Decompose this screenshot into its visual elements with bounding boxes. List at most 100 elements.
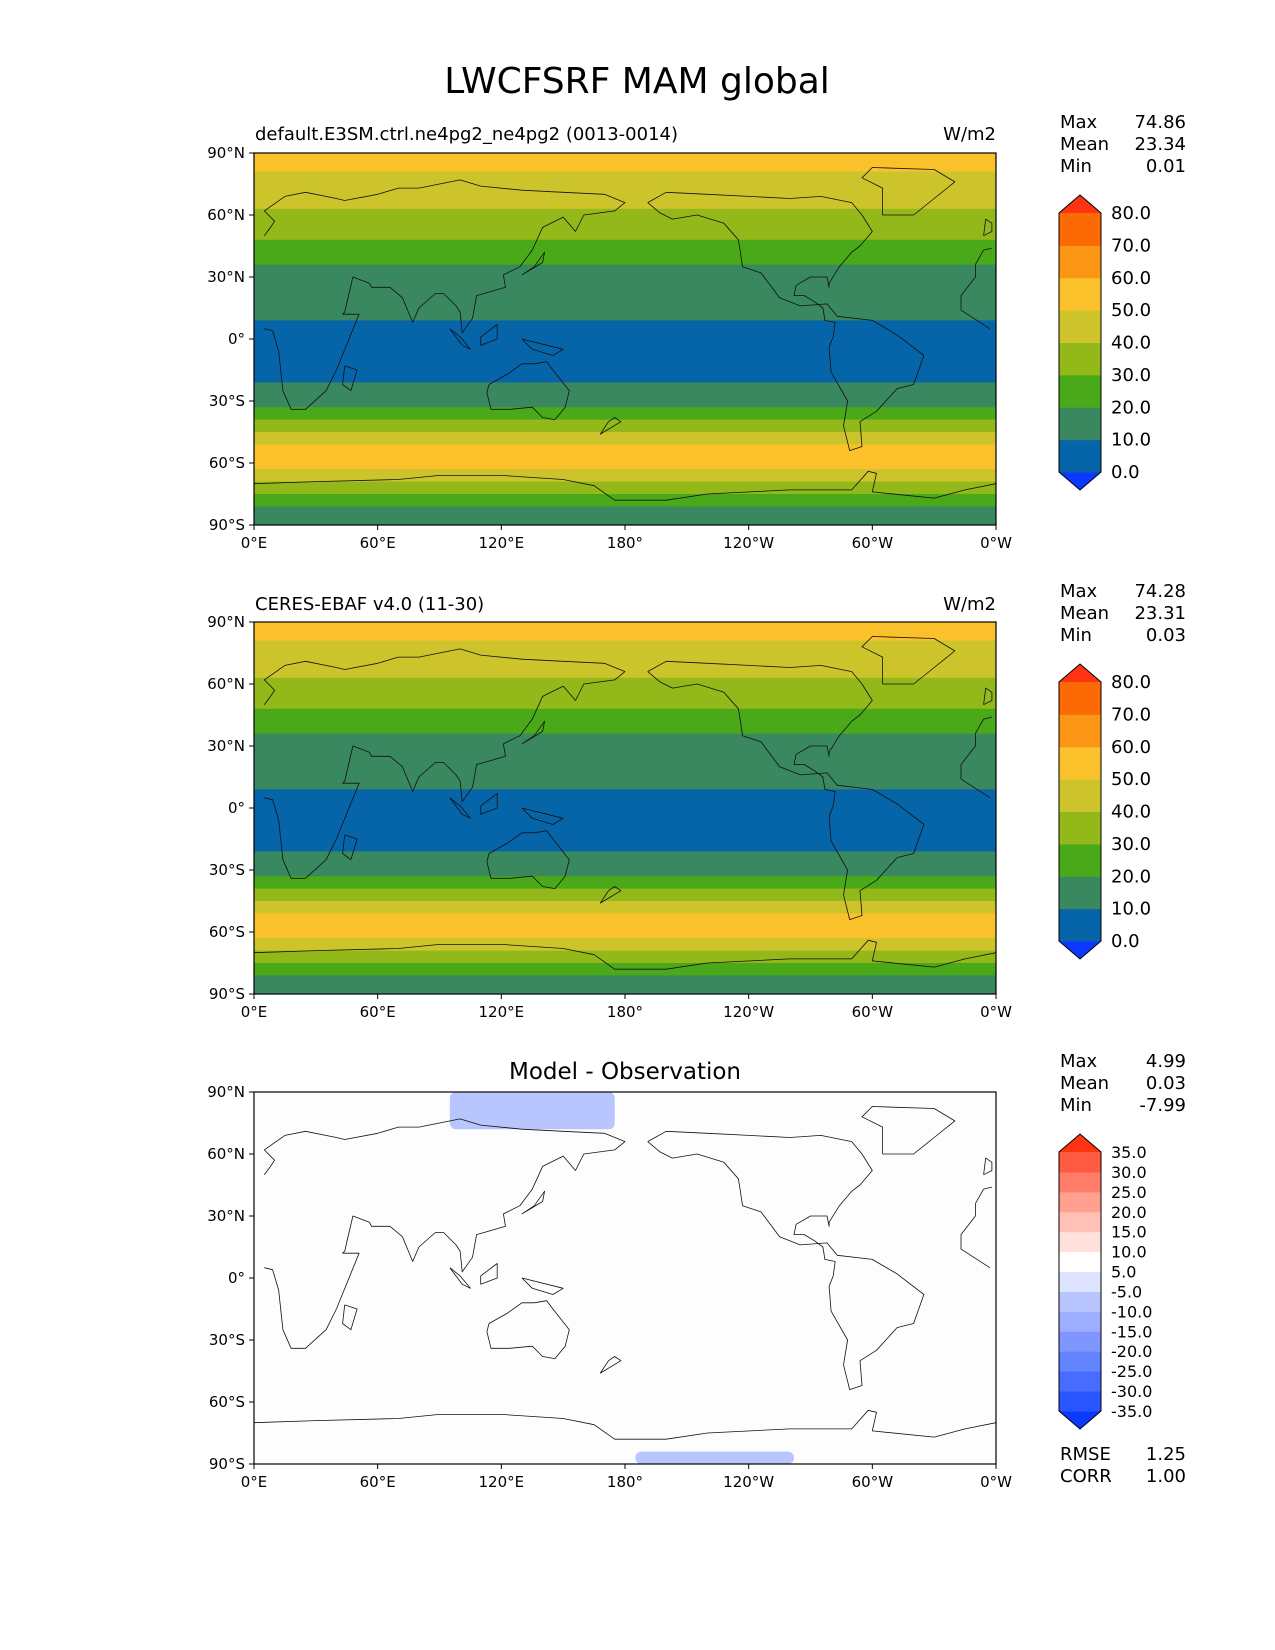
anomaly-patch — [449, 1092, 615, 1130]
field-band — [254, 363, 996, 371]
field-band — [254, 739, 996, 747]
field-band — [254, 506, 996, 514]
field-band — [254, 171, 996, 179]
x-tick-label: 120°W — [723, 1003, 774, 1021]
y-tick-label: 90°S — [209, 1455, 245, 1473]
colorbar-tick-label: 5.0 — [1111, 1263, 1136, 1282]
field-band — [254, 956, 996, 964]
y-tick-label: 90°N — [207, 1083, 245, 1101]
colorbar-segment — [1059, 1152, 1101, 1173]
coastline — [521, 807, 564, 825]
field-band — [254, 450, 996, 458]
coastline — [480, 1263, 498, 1285]
stat-value: -7.99 — [1139, 1095, 1186, 1116]
colorbar-tick-label: -10.0 — [1111, 1302, 1152, 1321]
field-band — [254, 500, 996, 507]
field-band — [254, 876, 996, 883]
coastline — [486, 361, 570, 420]
y-tick-label: 30°S — [209, 1331, 245, 1349]
colorbar-tick-label: 40.0 — [1111, 333, 1151, 354]
coastline — [599, 886, 622, 904]
field-band — [254, 215, 996, 222]
x-tick-label: 60°E — [360, 1003, 396, 1021]
stat-label: Mean — [1060, 1073, 1109, 1094]
field-band — [254, 708, 996, 716]
colorbar-tick-label: -15.0 — [1111, 1322, 1152, 1341]
field-band — [254, 671, 996, 679]
field-band — [254, 653, 996, 660]
field-band — [254, 283, 996, 290]
field-band — [254, 401, 996, 408]
field-band — [254, 357, 996, 365]
stat-label: Min — [1060, 625, 1092, 646]
panel-difference: Model - Observation 90°N 60°N 30°N 0° 30°S 60… — [207, 1051, 1186, 1491]
x-tick-label: 0°W — [980, 534, 1012, 552]
field-band — [254, 820, 996, 828]
stat-value: 23.31 — [1134, 603, 1186, 624]
field-band — [254, 177, 996, 185]
coastline — [647, 191, 925, 451]
field-band — [254, 332, 996, 340]
field-band — [254, 370, 996, 377]
y-tick-label: 60°N — [207, 1145, 245, 1163]
field-band — [254, 208, 996, 216]
colorbar-tick-label: 10.0 — [1111, 430, 1151, 451]
field-band — [254, 944, 996, 952]
field-band — [254, 388, 996, 396]
colorbar-outline — [1058, 663, 1102, 960]
field-band — [254, 487, 996, 495]
field-band — [254, 826, 996, 834]
field-band — [254, 196, 996, 204]
coastline — [521, 251, 545, 276]
field-band — [254, 715, 996, 722]
field-band — [254, 913, 996, 921]
field-band — [254, 969, 996, 976]
colorbar-tick-label: -5.0 — [1111, 1282, 1142, 1301]
figure-title: LWCFSRF MAM global — [444, 61, 830, 102]
field-band — [254, 339, 996, 346]
field-band — [254, 456, 996, 464]
x-tick-label: 60°E — [360, 534, 396, 552]
panel-title-left: default.E3SM.ctrl.ne4pg2_ne4pg2 (0013-00… — [255, 124, 678, 145]
colorbar-segment — [1059, 843, 1101, 877]
field-band — [254, 882, 996, 890]
stat-value: 74.86 — [1134, 112, 1186, 133]
colorbar-segment — [1059, 1171, 1101, 1193]
colorbar-segment — [1059, 342, 1101, 376]
x-axis: 0°E 60°E 120°E 180° 120°W 60°W 0°W — [241, 525, 1012, 552]
field-band — [254, 950, 996, 958]
stat-label: Max — [1060, 1051, 1098, 1072]
colorbar-segment — [1059, 407, 1101, 441]
x-tick-label: 0°W — [980, 1003, 1012, 1021]
field-band — [254, 419, 996, 427]
coastline — [983, 687, 993, 706]
colorbar-tick-label: 50.0 — [1111, 769, 1151, 790]
colorbar-segment — [1059, 746, 1101, 780]
coastline — [983, 1157, 993, 1176]
field-band — [254, 221, 996, 228]
x-tick-label: 0°E — [241, 1003, 268, 1021]
x-tick-label: 0°W — [980, 1473, 1012, 1491]
colorbar-tick-label: 40.0 — [1111, 802, 1151, 823]
y-tick-label: 90°S — [209, 985, 245, 1003]
field-band — [254, 696, 996, 704]
field-band — [254, 494, 996, 501]
colorbar-tick-label: 70.0 — [1111, 235, 1151, 256]
colorbar: 0.0 10.0 20.0 30.0 40.0 50.0 60.0 70.0 80.0 — [1058, 663, 1151, 960]
y-tick-label: 0° — [228, 330, 245, 348]
map-field — [254, 622, 996, 994]
field-band — [254, 469, 996, 476]
coastline — [521, 1277, 564, 1295]
field-band — [254, 783, 996, 790]
field-band — [254, 659, 996, 666]
colorbar-tick-label: 25.0 — [1111, 1183, 1147, 1202]
colorbar-extend-high — [1059, 195, 1101, 213]
field-band — [254, 320, 996, 328]
field-band — [254, 981, 996, 989]
colorbar-segment — [1059, 1251, 1101, 1273]
colorbar-extend-low — [1059, 941, 1101, 959]
coastline — [480, 793, 498, 815]
y-tick-label: 90°N — [207, 144, 245, 162]
colorbar-segment — [1059, 1211, 1101, 1233]
colorbar-segment — [1059, 811, 1101, 845]
